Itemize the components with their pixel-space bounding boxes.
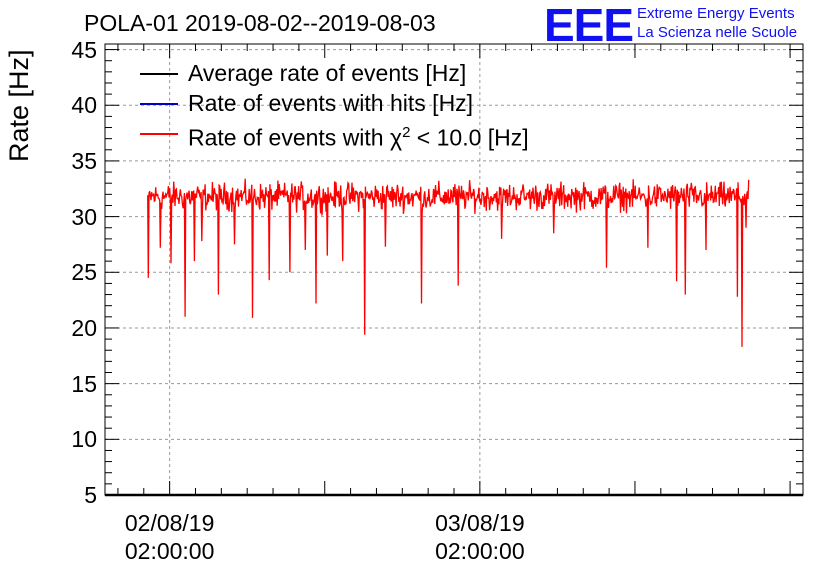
x-tick-date: 02/08/19 bbox=[124, 510, 215, 536]
y-tick-label: 15 bbox=[71, 370, 97, 397]
legend-label: Rate of events with hits [Hz] bbox=[188, 90, 474, 116]
y-tick-label: 25 bbox=[71, 259, 97, 286]
y-tick-label: 5 bbox=[84, 482, 97, 508]
legend-label: Rate of events with χ2 < 10.0 [Hz] bbox=[188, 124, 529, 151]
x-tick-time: 02:00:00 bbox=[435, 538, 525, 564]
y-axis-label: Rate [Hz] bbox=[4, 49, 34, 162]
x-tick-label: 02/08/19 02:00:00 bbox=[125, 509, 215, 565]
eee-logo-text: Extreme Energy Events La Scienza nelle S… bbox=[637, 4, 797, 42]
x-tick-date: 03/08/19 bbox=[435, 510, 525, 536]
legend-swatch bbox=[140, 133, 178, 135]
series-line-chi2 bbox=[147, 178, 750, 347]
logo-line-2: La Scienza nelle Scuole bbox=[637, 24, 798, 41]
y-tick-label: 40 bbox=[71, 92, 97, 119]
x-tick-label: 03/08/19 02:00:00 bbox=[435, 509, 525, 565]
y-tick-label: 35 bbox=[71, 147, 97, 174]
y-tick-label: 20 bbox=[71, 314, 97, 341]
eee-logo: EEE bbox=[544, 0, 634, 51]
y-tick-label: 45 bbox=[71, 36, 97, 63]
legend-label: Average rate of events [Hz] bbox=[188, 60, 467, 86]
legend-swatch bbox=[140, 73, 178, 75]
chart-title: POLA-01 2019-08-02--2019-08-03 bbox=[84, 10, 436, 36]
y-tick-label: 30 bbox=[71, 203, 97, 230]
y-tick-label: 10 bbox=[71, 426, 97, 453]
x-tick-time: 02:00:00 bbox=[124, 538, 215, 564]
logo-line-1: Extreme Energy Events bbox=[637, 5, 795, 22]
legend-swatch bbox=[140, 103, 178, 105]
